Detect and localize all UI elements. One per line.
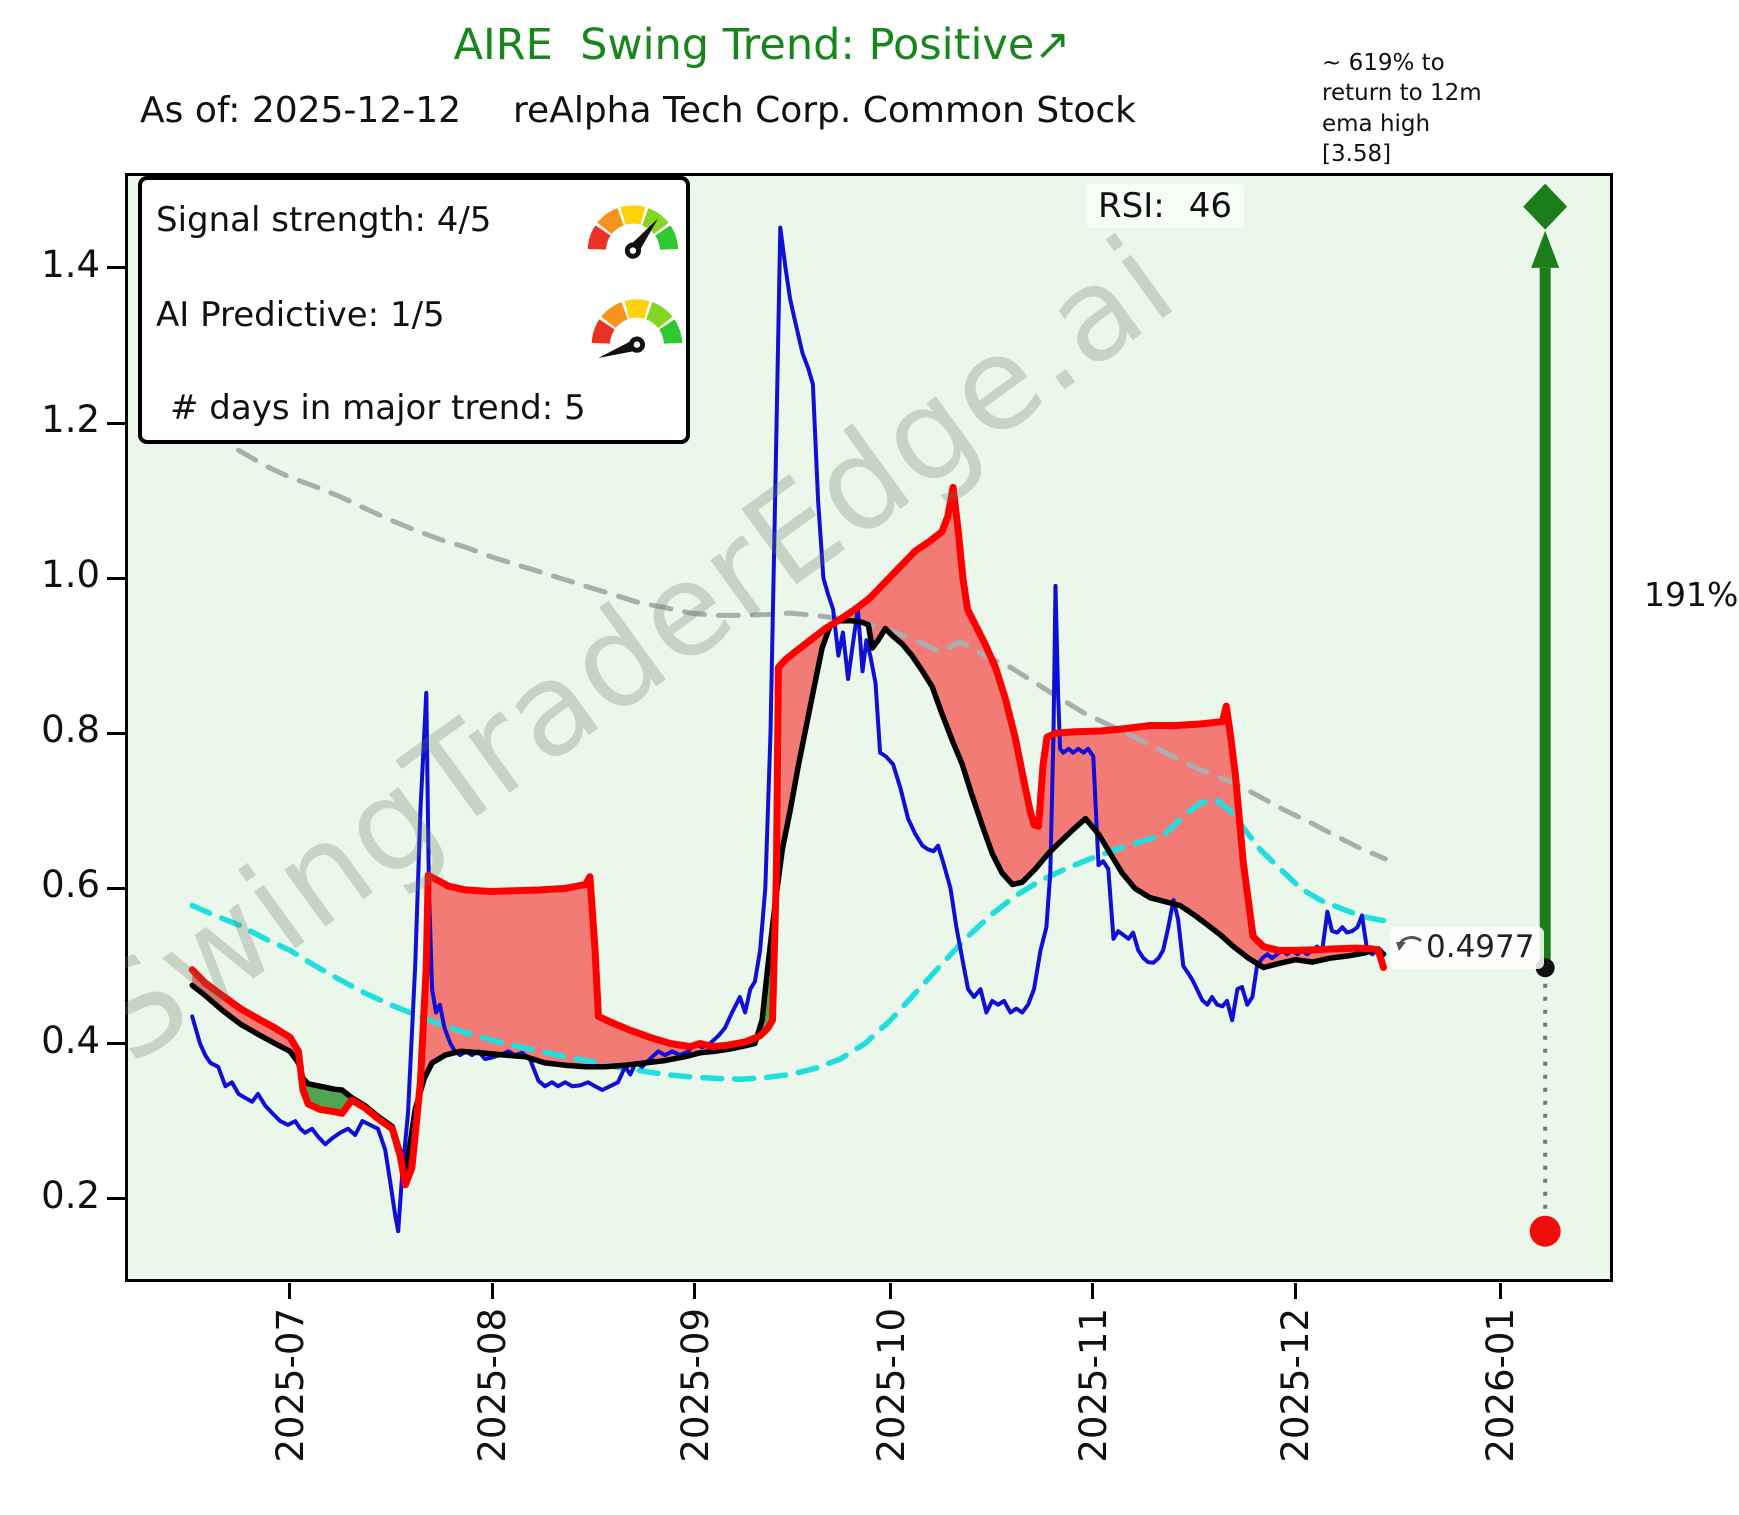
tick-mark [107, 576, 125, 580]
tick-mark [693, 1283, 697, 1299]
downside-dot [1529, 1215, 1561, 1247]
tick-label: 1.2 [41, 398, 100, 442]
rsi-value: 46 [1188, 186, 1232, 226]
ema-12m-high-series [236, 447, 1388, 862]
tick-mark [107, 1042, 125, 1045]
bearish-fill [419, 875, 757, 1094]
tick-label: 0.6 [41, 863, 100, 907]
tick-mark [107, 1197, 125, 1201]
security-name: reAlpha Tech Corp. Common Stock [513, 90, 1136, 131]
tick-label: 1.0 [41, 553, 100, 597]
tick-mark [1293, 1283, 1297, 1299]
stop-line-series [188, 483, 1387, 1189]
signal-info-box: Signal strength: 4/5 AI Predictive: 1/5 … [138, 176, 690, 444]
ma-50d-series [189, 796, 1389, 1082]
price-chart [125, 173, 1613, 1282]
projection-arrow-head [1531, 230, 1560, 268]
tick-label: 0.8 [41, 708, 100, 752]
subtitle: As of: 2025-12-12 reAlpha Tech Corp. Com… [140, 90, 1136, 131]
tick-label: 0.4 [41, 1018, 100, 1062]
tick-mark [490, 1283, 494, 1299]
tick-mark [107, 266, 125, 270]
tick-mark [889, 1283, 893, 1299]
ai-predictive-gauge-icon [591, 299, 683, 358]
tick-label: 0.2 [41, 1173, 100, 1217]
tick-label: 2025-07 [268, 1308, 312, 1463]
tick-mark [107, 731, 125, 735]
signal-strength-label: Signal strength: 4/5 [156, 200, 492, 240]
tick-mark [1498, 1283, 1502, 1299]
target-return-note: ~ 619% to return to 12m ema high [3.58] [1322, 50, 1482, 168]
close-series [190, 225, 1386, 1234]
leader-arrow-icon [1396, 936, 1423, 951]
tick-label: 2025-09 [673, 1308, 717, 1463]
bearish-fill [775, 626, 830, 898]
signal-strength-gauge-icon [587, 205, 679, 259]
axes-frame [125, 173, 1613, 1282]
rsi-label: RSI: [1098, 186, 1165, 226]
ai-predictive-label: AI Predictive: 1/5 [156, 295, 445, 335]
as-of-date: As of: 2025-12-12 [140, 90, 462, 131]
page-title: AIRE Swing Trend: Positive↗ [453, 20, 1071, 70]
rsi-badge: RSI: 46 [1086, 184, 1244, 228]
projection-diamond-marker [1523, 183, 1568, 230]
tick-label: 1.4 [41, 242, 100, 286]
bullish-fill [301, 1074, 419, 1185]
days-in-trend-label: # days in major trend: 5 [170, 388, 586, 428]
tick-mark [288, 1283, 292, 1299]
tick-mark [107, 886, 125, 890]
tick-label: 2025-08 [471, 1308, 515, 1463]
tick-mark [107, 421, 125, 425]
tick-mark [1091, 1283, 1095, 1299]
tick-label: 2025-12 [1274, 1308, 1318, 1463]
upside-percent-label: 191% [1644, 575, 1739, 614]
tick-label: 2025-11 [1071, 1308, 1115, 1463]
tick-label: 2026-01 [1479, 1308, 1523, 1463]
last-price-label: 0.4977 [1390, 927, 1545, 969]
last-price-value: 0.4977 [1426, 929, 1535, 965]
tick-label: 2025-10 [869, 1308, 913, 1463]
